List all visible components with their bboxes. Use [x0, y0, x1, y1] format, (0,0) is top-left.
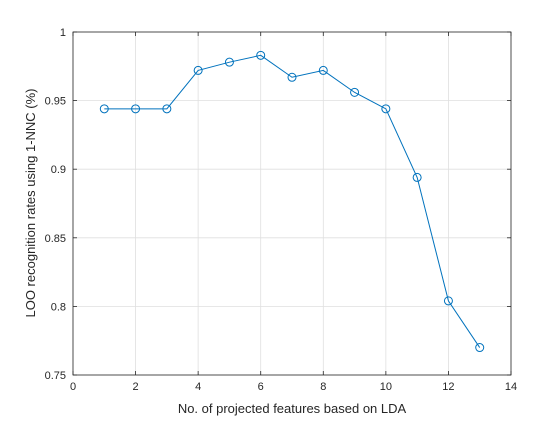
data-point [443, 296, 453, 306]
x-tick-label: 6 [258, 381, 264, 393]
data-point [256, 50, 266, 60]
y-axis-label: LOO recognition rates using 1-NNC (%) [23, 88, 38, 317]
x-tick-label: 2 [133, 381, 139, 393]
y-tick-label: 0.8 [51, 301, 66, 313]
data-point [99, 104, 109, 114]
x-tick-label: 8 [320, 381, 326, 393]
series-layer [99, 50, 485, 353]
data-point [287, 72, 297, 82]
data-point [318, 65, 328, 75]
data-point [162, 104, 172, 114]
x-tick-label: 4 [195, 381, 201, 393]
data-point [475, 343, 485, 353]
data-point [224, 57, 234, 67]
x-tick-label: 0 [70, 381, 76, 393]
plot-frame [72, 31, 512, 376]
ticks: 0 2 4 6 8 10 12 14 0.75 0.8 0.85 0.9 0.95 1 [45, 27, 518, 393]
x-tick-label: 10 [380, 381, 392, 393]
data-point [381, 104, 391, 114]
y-tick-label: 0.75 [45, 370, 66, 382]
x-tick-label: 14 [505, 381, 517, 393]
data-point [350, 87, 360, 97]
x-axis-label: No. of projected features based on LDA [178, 401, 407, 416]
y-tick-label: 1 [60, 27, 66, 39]
x-tick-label: 12 [442, 381, 454, 393]
data-point [131, 104, 141, 114]
plot-area [73, 32, 511, 375]
y-tick-label: 0.95 [45, 96, 66, 108]
y-tick-label: 0.9 [51, 164, 66, 176]
data-point [193, 65, 203, 75]
y-tick-label: 0.85 [45, 233, 66, 245]
series-line [104, 54, 481, 348]
data-point [412, 172, 422, 182]
